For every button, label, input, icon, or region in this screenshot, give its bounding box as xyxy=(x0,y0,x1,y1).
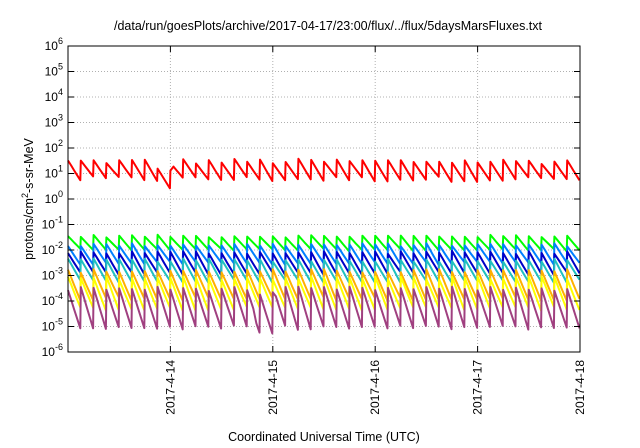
x-tick-label: 2017-4-18 xyxy=(573,360,587,415)
x-tick-label: 2017-4-14 xyxy=(163,360,177,415)
x-axis-label: Coordinated Universal Time (UTC) xyxy=(228,430,420,444)
y-axis-label: protons/cm2-s-sr-MeV xyxy=(20,137,36,259)
y-tick-label: 10-2 xyxy=(42,240,63,257)
x-tick-label: 2017-4-15 xyxy=(266,360,280,415)
y-tick-label: 104 xyxy=(45,87,63,104)
series-line-1 xyxy=(67,233,581,253)
x-axis-ticks: 2017-4-14 2017-4-15 2017-4-16 2017-4-17 2017… xyxy=(163,46,587,415)
x-tick-label: 2017-4-16 xyxy=(368,360,382,415)
y-tick-label: 101 xyxy=(45,164,63,181)
y-tick-label: 10-6 xyxy=(42,342,63,359)
y-tick-label: 100 xyxy=(45,189,63,206)
chart-title: /data/run/goesPlots/archive/2017-04-17/2… xyxy=(114,19,543,33)
series-lines xyxy=(67,157,581,335)
y-tick-label: 10-1 xyxy=(42,215,63,232)
y-tick-label: 10-3 xyxy=(42,266,63,283)
y-tick-label: 10-5 xyxy=(42,317,63,334)
series-line-0 xyxy=(67,157,581,190)
y-tick-label: 102 xyxy=(45,138,63,155)
y-tick-label: 105 xyxy=(45,62,63,79)
x-tick-label: 2017-4-17 xyxy=(471,360,485,415)
y-axis-ticks: 10-6 10-5 10-4 10-3 10-2 10-1 100 101 102 103 104 1… xyxy=(42,36,580,359)
y-tick-label: 103 xyxy=(45,113,63,130)
y-tick-label: 106 xyxy=(45,36,63,53)
y-tick-label: 10-4 xyxy=(42,291,63,308)
series-line-7 xyxy=(67,285,581,335)
